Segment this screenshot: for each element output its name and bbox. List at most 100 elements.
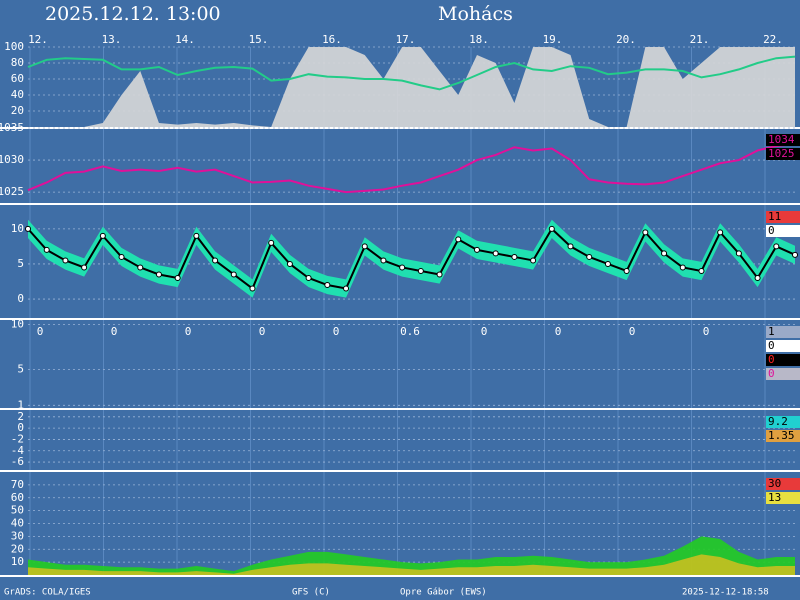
- precip-label: 0: [629, 325, 636, 338]
- point: [717, 229, 724, 236]
- side-label: 1: [768, 325, 775, 338]
- y-tick-label: 10: [11, 555, 24, 568]
- day-label: 17.: [396, 33, 416, 46]
- y-tick-label: 10: [11, 222, 24, 235]
- side-label-bg: [766, 430, 800, 442]
- side-label: 0: [768, 353, 775, 366]
- day-label: 20.: [616, 33, 636, 46]
- side-label: 9.2: [768, 415, 788, 428]
- point: [268, 239, 275, 246]
- precip-label: 0: [111, 325, 118, 338]
- point: [155, 271, 162, 278]
- precip-label: 0: [481, 325, 488, 338]
- day-label: 16.: [322, 33, 342, 46]
- band: [28, 219, 795, 298]
- point: [642, 229, 649, 236]
- side-label-bg: [766, 416, 800, 428]
- point: [773, 243, 780, 250]
- point: [62, 257, 69, 264]
- side-label-bg: [766, 326, 800, 338]
- point: [305, 274, 312, 281]
- side-label: 30: [768, 477, 781, 490]
- day-label: 18.: [469, 33, 489, 46]
- point: [604, 260, 611, 267]
- point: [679, 264, 686, 271]
- footer-stamp: 2025-12-12-18:58: [682, 588, 769, 598]
- point: [174, 274, 181, 281]
- point: [399, 264, 406, 271]
- area: [28, 536, 795, 575]
- point: [361, 243, 368, 250]
- y-tick-label: 1030: [0, 153, 24, 166]
- y-tick-label: 5: [17, 362, 24, 375]
- y-tick-label: 1025: [0, 185, 24, 198]
- precip-label: 0: [555, 325, 562, 338]
- y-tick-label: 20: [11, 104, 24, 117]
- title: 2025.12.12. 13:00: [45, 3, 221, 25]
- y-tick-label: 30: [11, 529, 24, 542]
- point: [455, 236, 462, 243]
- precip-label: 0: [703, 325, 710, 338]
- point: [118, 253, 125, 260]
- y-tick-label: 0: [17, 421, 24, 434]
- side-label: 13: [768, 491, 781, 504]
- y-tick-label: 100: [4, 40, 24, 53]
- side-label: 1.35: [768, 429, 795, 442]
- side-label: 1025: [768, 147, 795, 160]
- point: [492, 250, 499, 257]
- point: [792, 251, 798, 258]
- footer-left: GrADS: COLA/IGES: [4, 588, 91, 598]
- y-tick-label: 80: [11, 56, 24, 69]
- day-label: 21.: [690, 33, 710, 46]
- point: [380, 257, 387, 264]
- y-tick-label: -4: [11, 444, 25, 457]
- side-label: 1034: [768, 133, 795, 146]
- y-tick-label: 40: [11, 517, 24, 530]
- point: [230, 271, 237, 278]
- point: [137, 264, 144, 271]
- y-tick-label: 20: [11, 542, 24, 555]
- point: [343, 285, 350, 292]
- y-tick-label: 40: [11, 88, 24, 101]
- point: [473, 246, 480, 253]
- y-tick-label: 5: [17, 257, 24, 270]
- point: [286, 260, 293, 267]
- point: [698, 267, 705, 274]
- point: [25, 225, 31, 232]
- side-label-bg: [766, 225, 800, 237]
- place: Mohács: [438, 3, 513, 25]
- y-tick-label: 1035: [0, 121, 24, 134]
- y-tick-label: 10: [11, 317, 24, 330]
- area: [28, 47, 795, 127]
- point: [754, 274, 761, 281]
- side-label-bg: [766, 134, 800, 146]
- point: [43, 246, 50, 253]
- point: [193, 232, 200, 239]
- line: [27, 227, 796, 291]
- y-tick-label: 2: [17, 410, 24, 423]
- point: [567, 243, 574, 250]
- y-tick-label: 60: [11, 72, 24, 85]
- point: [530, 257, 537, 264]
- line: [27, 143, 796, 194]
- point: [735, 250, 742, 257]
- day-label: 13.: [102, 33, 122, 46]
- y-tick-label: -2: [11, 432, 24, 445]
- side-label: 11: [768, 210, 781, 223]
- y-tick-label: 0: [17, 292, 24, 305]
- side-label-bg: [766, 354, 800, 366]
- side-label-bg: [766, 478, 800, 490]
- footer-author: Opre Gábor (EWS): [400, 588, 487, 598]
- precip-label: 0: [185, 325, 192, 338]
- day-label: 14.: [175, 33, 195, 46]
- side-label-bg: [766, 368, 800, 380]
- day-label: 12.: [28, 33, 48, 46]
- point: [212, 257, 219, 264]
- side-label: 0: [768, 224, 775, 237]
- y-tick-label: 1: [17, 398, 24, 411]
- side-label-bg: [766, 340, 800, 352]
- line: [27, 55, 796, 91]
- day-label: 19.: [543, 33, 563, 46]
